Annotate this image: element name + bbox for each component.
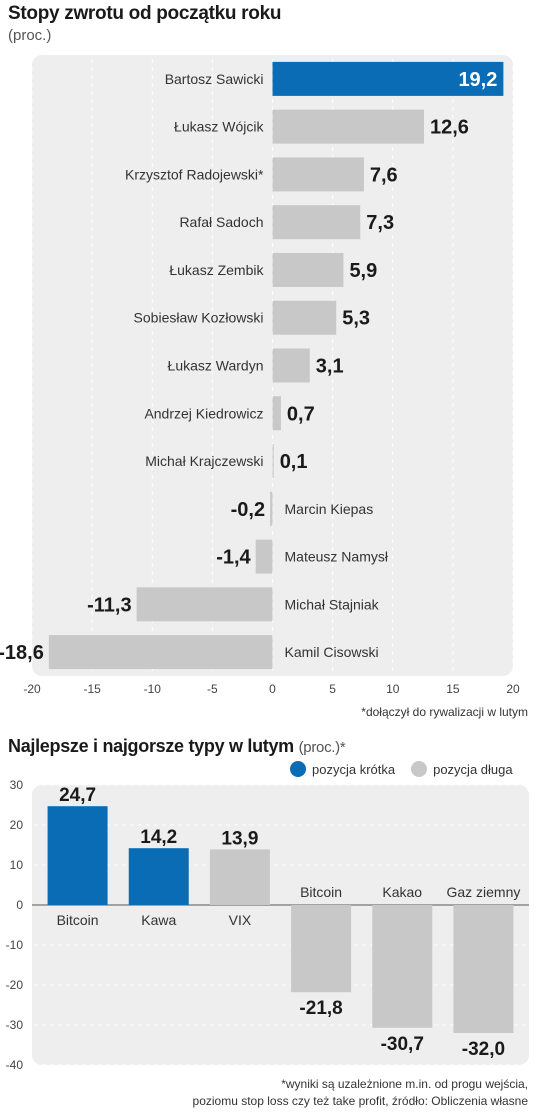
chart2-footnote: *wyniki są uzależnione m.in. od progu we… <box>193 1076 528 1110</box>
bar-category-label: Bartosz Sawicki <box>165 71 264 87</box>
bar-value-label: -32,0 <box>462 1039 505 1060</box>
chart1-title: Stopy zwrotu od początku roku <box>8 3 282 24</box>
bar-value-label: 24,7 <box>59 785 96 806</box>
y-tick-label: 10 <box>10 858 24 872</box>
bar <box>453 905 514 1033</box>
y-tick-label: 0 <box>16 898 23 912</box>
bar-category-label: Kakao <box>382 884 422 900</box>
bar <box>272 61 504 96</box>
bar <box>255 539 273 574</box>
returns-bar-chart: -20 -15 -10 -5 0 5 10 15 20 Bartosz Sawicki 19,2 Łu… <box>0 55 520 696</box>
bar-value-label: -30,7 <box>381 1034 424 1055</box>
bar <box>272 444 274 479</box>
bar-value-label: 12,6 <box>430 117 469 139</box>
bar-value-label: 5,3 <box>342 308 370 330</box>
legend-item-short: pozycja krótka <box>290 761 395 777</box>
bar-category-label: Łukasz Wójcik <box>174 119 264 135</box>
bar <box>272 157 364 192</box>
x-tick-label: -5 <box>207 682 218 696</box>
chart2-title-text: Najlepsze i najgorsze typy w lutym <box>8 736 294 756</box>
bar <box>48 635 273 670</box>
legend-label-short: pozycja krótka <box>312 761 396 777</box>
bar <box>136 587 273 622</box>
legend-swatch-short <box>290 761 306 777</box>
x-tick-label: 5 <box>329 682 336 696</box>
bar-category-label: VIX <box>229 912 252 928</box>
bar-category-label: Krzysztof Radojewski* <box>125 166 264 182</box>
bar-value-label: 3,1 <box>316 356 344 378</box>
bar-value-label: -1,4 <box>216 547 251 569</box>
bar <box>272 252 344 287</box>
bar-value-label: 0,7 <box>287 403 315 425</box>
bar <box>209 849 270 905</box>
chart1-note: *dołączył do rywalizacji w lutym <box>361 705 528 719</box>
bar-value-label: 14,2 <box>140 827 177 848</box>
february-trades-bar-chart: 30 20 10 0 -10 -20 -30 -40 24,7 Bitcoin 14,2 Kawa 13… <box>6 778 529 1072</box>
bar-category-label: Kamil Cisowski <box>285 644 379 660</box>
bar <box>272 396 281 431</box>
bar-value-label: 19,2 <box>458 69 497 91</box>
x-tick-label: 15 <box>446 682 460 696</box>
bar <box>128 848 189 905</box>
bar-category-label: Kawa <box>141 912 176 928</box>
bar-category-label: Michał Stajniak <box>285 596 380 612</box>
bar-value-label: -0,2 <box>231 499 265 521</box>
bar <box>272 348 310 383</box>
x-tick-label: -10 <box>144 682 162 696</box>
bar-value-label: 5,9 <box>349 260 377 282</box>
bar-category-label: Łukasz Zembik <box>169 262 264 278</box>
bar <box>47 806 108 905</box>
bar-value-label: 0,1 <box>280 451 308 473</box>
x-tick-label: 0 <box>269 682 276 696</box>
bar <box>272 109 425 144</box>
bar-value-label: 13,9 <box>221 828 258 849</box>
y-tick-label: 30 <box>10 778 24 792</box>
bar-category-label: Gaz ziemny <box>446 884 520 900</box>
y-tick-label: -20 <box>6 978 24 992</box>
bar-value-label: -21,8 <box>299 998 342 1019</box>
bar-category-label: Sobiesław Kozłowski <box>134 310 264 326</box>
x-tick-label: -20 <box>23 682 41 696</box>
bar-category-label: Łukasz Wardyn <box>168 358 264 374</box>
bar-value-label: -18,6 <box>0 642 44 664</box>
y-tick-label: -40 <box>6 1058 24 1072</box>
bar <box>291 905 352 993</box>
bar <box>372 905 433 1028</box>
x-tick-label: 10 <box>386 682 400 696</box>
legend-swatch-long <box>411 761 428 777</box>
bar-category-label: Andrzej Kiedrowicz <box>144 405 263 421</box>
bar-category-label: Bitcoin <box>300 884 342 900</box>
footnote-line-2: poziomu stop loss czy też take profit, ź… <box>192 1094 528 1108</box>
footnote-line-1: *wyniki są uzależnione m.in. od progu we… <box>281 1077 528 1091</box>
y-tick-label: -10 <box>6 938 24 952</box>
bar-category-label: Bitcoin <box>57 912 99 928</box>
bar-category-label: Rafał Sadoch <box>179 214 263 230</box>
bar <box>272 300 337 335</box>
bar-category-label: Mateusz Namysł <box>285 549 389 565</box>
y-tick-label: -30 <box>6 1018 24 1032</box>
chart2-title: Najlepsze i najgorsze typy w lutym (proc… <box>8 736 346 757</box>
y-tick-label: 20 <box>10 818 24 832</box>
bar-value-label: 7,6 <box>370 164 398 186</box>
bar-category-label: Marcin Kiepas <box>285 501 374 517</box>
bar <box>272 205 361 240</box>
bar-value-label: -11,3 <box>87 594 131 616</box>
x-tick-label: 20 <box>506 682 520 696</box>
legend-item-long: pozycja długa <box>411 761 513 777</box>
bar <box>270 491 273 526</box>
chart2-unit: (proc.)* <box>298 739 346 756</box>
bar-value-label: 7,3 <box>366 212 394 234</box>
chart2-legend: pozycja krótka pozycja długa <box>290 761 529 777</box>
bar-category-label: Michał Krajczewski <box>145 453 263 469</box>
legend-label-long: pozycja długa <box>433 761 513 777</box>
x-tick-label: -15 <box>83 682 101 696</box>
chart1-subtitle: (proc.) <box>8 27 52 44</box>
